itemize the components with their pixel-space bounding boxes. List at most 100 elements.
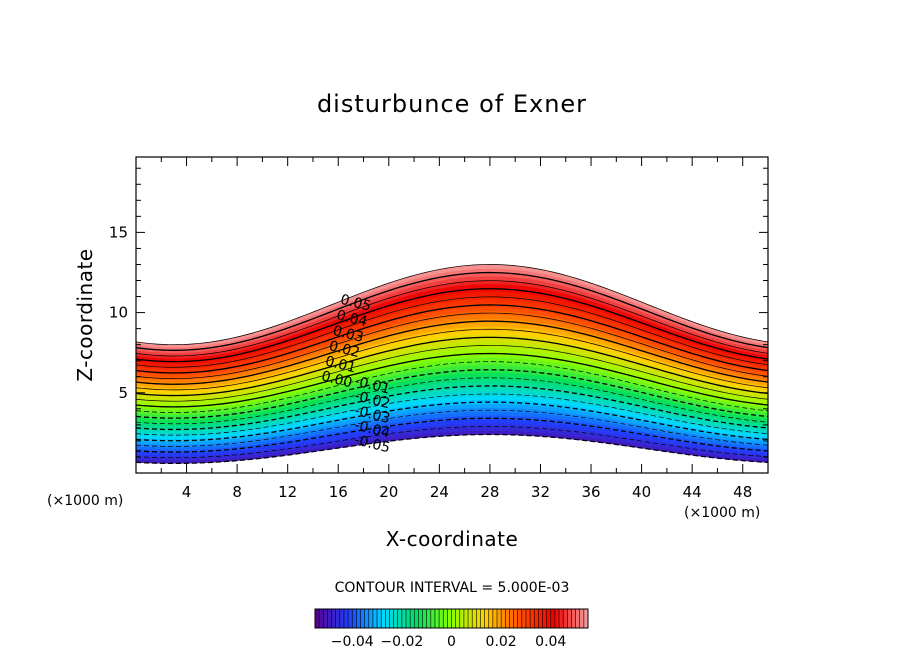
contour-label: 0.04 <box>335 307 369 330</box>
colorbar-cell <box>505 609 510 628</box>
x-tick-label: 28 <box>480 483 499 501</box>
colorbar-cell <box>563 609 568 628</box>
colorbar-cell <box>451 609 457 628</box>
colorbar-cell <box>579 609 585 628</box>
colorbar-cell <box>381 609 386 628</box>
colorbar-cell <box>414 609 419 628</box>
colorbar-cell <box>352 609 357 628</box>
colorbar-cell <box>393 609 399 628</box>
x-tick-label: 40 <box>632 483 651 501</box>
colorbar-cell <box>319 609 324 628</box>
y-tick-label: 10 <box>109 304 128 322</box>
x-axis-label: X-coordinate <box>386 527 519 551</box>
colorbar-cell <box>455 609 461 628</box>
colorbar-tick-label: 0 <box>447 634 456 650</box>
contour-label: 0.03 <box>331 323 365 346</box>
colorbar-cell <box>397 609 403 628</box>
colorbar-cell <box>327 609 333 628</box>
colorbar-cell <box>418 609 424 628</box>
contour-line <box>136 296 768 368</box>
contour-fills <box>136 264 768 464</box>
colorbar-cell <box>559 609 564 628</box>
colorbar-cell <box>567 609 572 628</box>
contour-line <box>136 377 768 425</box>
colorbar-cell <box>530 609 535 628</box>
plot-frame <box>135 156 769 474</box>
colorbar-cell <box>410 609 415 628</box>
contour-line <box>136 271 768 351</box>
contour-line <box>136 385 768 431</box>
colorbar-cell <box>368 609 374 628</box>
chart-title: disturbunce of Exner <box>317 90 587 118</box>
y-tick-label: 5 <box>118 384 128 402</box>
contour-line <box>136 304 768 374</box>
colorbar-tick-label: 0.04 <box>535 634 566 650</box>
colorbar-cell <box>339 609 345 628</box>
contour-line <box>136 426 768 459</box>
colorbar-cell <box>472 609 477 628</box>
colorbar-cell <box>434 609 440 628</box>
contour-line <box>136 393 768 436</box>
colorbar-cell <box>377 609 382 628</box>
colorbar-cell <box>517 609 523 628</box>
colorbar-cell <box>497 609 502 628</box>
x-tick-label: 48 <box>733 483 752 501</box>
colorbar-cell <box>401 609 407 628</box>
colorbar-cell <box>439 609 444 628</box>
colorbar-cell <box>372 609 378 628</box>
x-tick-label: 20 <box>379 483 398 501</box>
colorbar-cell <box>488 609 494 628</box>
y-unit-label: (×1000 m) <box>47 493 123 509</box>
colorbar-cell <box>422 609 428 628</box>
colorbar-cell <box>315 609 320 628</box>
colorbar-cell <box>513 609 519 628</box>
contour-line <box>136 352 768 408</box>
colorbar-tick-label: 0.02 <box>486 634 517 650</box>
x-tick-label: 36 <box>581 483 600 501</box>
colorbar-cell <box>501 609 506 628</box>
colorbar-frame <box>314 608 589 629</box>
colorbar-cell <box>509 609 515 628</box>
colorbar-tick-label: −0.02 <box>380 634 423 650</box>
colorbar-cell <box>538 609 543 628</box>
colorbar-cell <box>389 609 395 628</box>
colorbar-cell <box>459 609 465 628</box>
contour-label: 0.01 <box>323 353 357 376</box>
colorbar-cell <box>343 609 349 628</box>
contour-line <box>136 361 768 413</box>
colorbar-tick-label: −0.04 <box>331 634 374 650</box>
colorbar-cell <box>335 609 341 628</box>
colorbar-cell <box>360 609 366 628</box>
x-tick-label: 32 <box>531 483 550 501</box>
colorbar: −0.04 −0.02 0 0.02 0.04 <box>314 608 589 650</box>
y-tick-label: 15 <box>109 223 128 241</box>
x-tick-label: 16 <box>329 483 348 501</box>
x-tick-label: 12 <box>278 483 297 501</box>
x-tick-label: 8 <box>232 483 242 501</box>
colorbar-cell <box>348 609 353 628</box>
contour-line <box>136 345 768 402</box>
contour-line <box>136 312 768 379</box>
x-tick-label: 4 <box>182 483 192 501</box>
colorbar-cell <box>331 609 337 628</box>
colorbar-cell <box>525 609 531 628</box>
contour-line <box>136 369 768 419</box>
colorbar-cell <box>364 609 370 628</box>
colorbar-cell <box>550 609 556 628</box>
y-axis-label: Z-coordinate <box>73 248 97 381</box>
colorbar-cell <box>447 609 452 628</box>
colorbar-cell <box>476 609 481 628</box>
contour-line <box>136 401 768 442</box>
colorbar-cell <box>463 609 469 628</box>
contour-line <box>136 336 768 397</box>
colorbar-cell <box>426 609 432 628</box>
colorbar-cell <box>480 609 486 628</box>
contour-label: 0.02 <box>327 338 361 361</box>
colorbar-cell <box>571 609 577 628</box>
contour-interval-text: CONTOUR INTERVAL = 5.000E-03 <box>335 580 570 596</box>
colorbar-cell <box>356 609 361 628</box>
colorbar-cell <box>492 609 498 628</box>
colorbar-cell <box>385 609 390 628</box>
